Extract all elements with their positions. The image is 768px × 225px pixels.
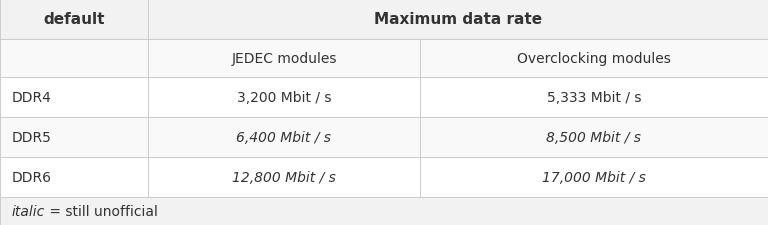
Bar (420, 78, 768, 117)
Text: 6,400 Mbit / s: 6,400 Mbit / s (237, 130, 332, 144)
Text: JEDEC modules: JEDEC modules (231, 52, 336, 66)
Bar (420, 40, 768, 78)
Text: default: default (43, 12, 104, 27)
Bar (148, 78, 420, 117)
Text: Maximum data rate: Maximum data rate (374, 12, 542, 27)
Text: italic: italic (12, 204, 45, 218)
Text: DDR4: DDR4 (12, 91, 52, 105)
Text: 17,000 Mbit / s: 17,000 Mbit / s (542, 170, 646, 184)
Bar (0, 78, 148, 117)
Text: 12,800 Mbit / s: 12,800 Mbit / s (232, 170, 336, 184)
Text: Overclocking modules: Overclocking modules (517, 52, 671, 66)
Text: 8,500 Mbit / s: 8,500 Mbit / s (547, 130, 641, 144)
Bar (148, 40, 420, 78)
Bar (148, 0, 768, 40)
Bar (148, 117, 420, 157)
Bar (0, 157, 148, 197)
Bar (0, 117, 148, 157)
Bar (0, 197, 768, 225)
Text: 3,200 Mbit / s: 3,200 Mbit / s (237, 91, 331, 105)
Bar (420, 117, 768, 157)
Text: DDR6: DDR6 (12, 170, 52, 184)
Text: 5,333 Mbit / s: 5,333 Mbit / s (547, 91, 641, 105)
Bar (420, 157, 768, 197)
Bar (148, 157, 420, 197)
Bar (0, 0, 148, 40)
Bar (0, 40, 148, 78)
Text: DDR5: DDR5 (12, 130, 52, 144)
Text: = still unofficial: = still unofficial (45, 204, 158, 218)
